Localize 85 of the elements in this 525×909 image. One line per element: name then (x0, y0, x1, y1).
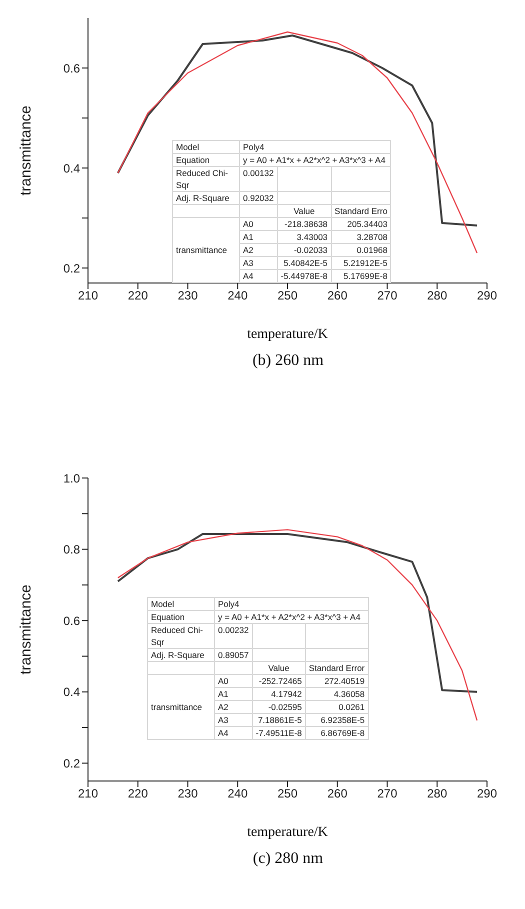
x-tick-label: 240 (228, 786, 248, 801)
x-tick-label: 230 (178, 288, 198, 303)
x-tick-label: 240 (228, 288, 248, 303)
text: (c) 280 nm (252, 850, 324, 868)
annotation: A3 (240, 256, 278, 270)
y-tick-label: 0.4 (63, 161, 80, 176)
annotation: Model (148, 598, 214, 610)
y-tick-label: 0.2 (63, 756, 80, 770)
annotation: -7.49511E-8 (252, 726, 306, 740)
x-tick-label: 230 (178, 786, 198, 801)
line-series (116, 532, 478, 693)
annotation: A0 (214, 674, 252, 688)
annotation: Reduced Chi-Sqr (172, 166, 240, 192)
annotation: 5.21912E-5 (331, 256, 391, 270)
annotation: Equation (172, 154, 240, 166)
x-tick-label: 210 (78, 786, 98, 801)
annotation: -252.72465 (252, 674, 306, 688)
annotation: A0 (240, 218, 278, 230)
annotation: 0.00132 (240, 166, 278, 192)
annotation: Adj. R-Square (148, 648, 214, 662)
x-tick-label: 250 (277, 288, 298, 303)
annotation: Adj. R-Square (172, 192, 240, 204)
y-tick-label: 0.8 (63, 542, 80, 557)
annotation: A4 (214, 726, 252, 740)
annotation: -218.38638 (277, 218, 332, 230)
x-tick-label: 250 (277, 786, 298, 801)
annotation: Standard Error (305, 662, 368, 674)
annotation: 0.0261 (305, 700, 368, 714)
annotation: Model (172, 140, 240, 154)
annotation: Reduced Chi-Sqr (148, 624, 214, 648)
y-tick-label: 0.4 (63, 685, 80, 700)
annotation: -0.02595 (252, 700, 306, 714)
x-tick-label: 290 (476, 288, 498, 303)
annotation: 4.36058 (305, 688, 368, 700)
annotation: -0.02033 (277, 244, 332, 256)
annotation: Poly4 (240, 140, 391, 154)
annotation: 4.17942 (252, 688, 306, 700)
y-tick-label: 0.6 (63, 61, 80, 76)
annotation: A4 (240, 270, 278, 282)
y-axis-title: transmittance (17, 105, 34, 196)
annotation: A1 (214, 688, 252, 700)
annotation: A3 (214, 714, 252, 726)
annotation: Value (252, 662, 306, 674)
x-tick-label: 260 (327, 786, 348, 801)
annotation: 0.92032 (240, 192, 278, 204)
x-tick-label: 220 (128, 786, 148, 801)
x-tick-label: 290 (476, 786, 498, 801)
annotation: 7.18861E-5 (252, 714, 306, 726)
annotation: transmittance (172, 218, 240, 282)
annotation: -5.44978E-8 (277, 270, 332, 282)
y-tick-label: 0.2 (63, 261, 80, 276)
annotation: y = A0 + A1*x + A2*x^2 + A3*x^3 + A4 (240, 154, 391, 166)
annotation: transmittance (148, 674, 214, 740)
annotation: 3.28708 (331, 230, 391, 244)
annotation: 5.40842E-5 (277, 256, 332, 270)
x-tick-label: 280 (427, 786, 448, 801)
x-tick-label: 220 (128, 288, 148, 303)
y-tick-label: 0.6 (63, 614, 80, 628)
annotation: 205.34403 (331, 218, 391, 230)
annotation: Poly4 (214, 598, 368, 610)
annotation: 0.89057 (214, 648, 252, 662)
annotation: Value (277, 204, 332, 218)
annotation: Equation (148, 610, 214, 624)
x-tick-label: 270 (377, 288, 398, 303)
x-axis-title: temperature/K (247, 825, 328, 840)
annotation: A2 (240, 244, 278, 256)
x-axis-title: temperature/K (247, 327, 328, 342)
annotation: A2 (214, 700, 252, 714)
annotation: Standard Erro (331, 204, 391, 218)
text: (b) 260 nm (251, 352, 325, 370)
x-tick-label: 210 (78, 288, 98, 303)
annotation: 6.92358E-5 (305, 714, 368, 726)
x-tick-label: 270 (377, 786, 398, 801)
annotation: y = A0 + A1*x + A2*x^2 + A3*x^3 + A4 (214, 610, 368, 624)
annotation: A1 (240, 230, 278, 244)
annotation: 3.43003 (277, 230, 332, 244)
annotation: 272.40519 (305, 674, 368, 688)
annotation: 0.00232 (214, 624, 252, 648)
y-axis-title: transmittance (17, 584, 34, 675)
x-tick-label: 260 (327, 288, 348, 303)
y-tick-label: 1.0 (63, 471, 80, 486)
annotation: 5.17699E-8 (331, 270, 391, 282)
annotation: 0.01968 (331, 244, 391, 256)
annotation: 6.86769E-8 (305, 726, 368, 740)
x-tick-label: 280 (427, 288, 448, 303)
